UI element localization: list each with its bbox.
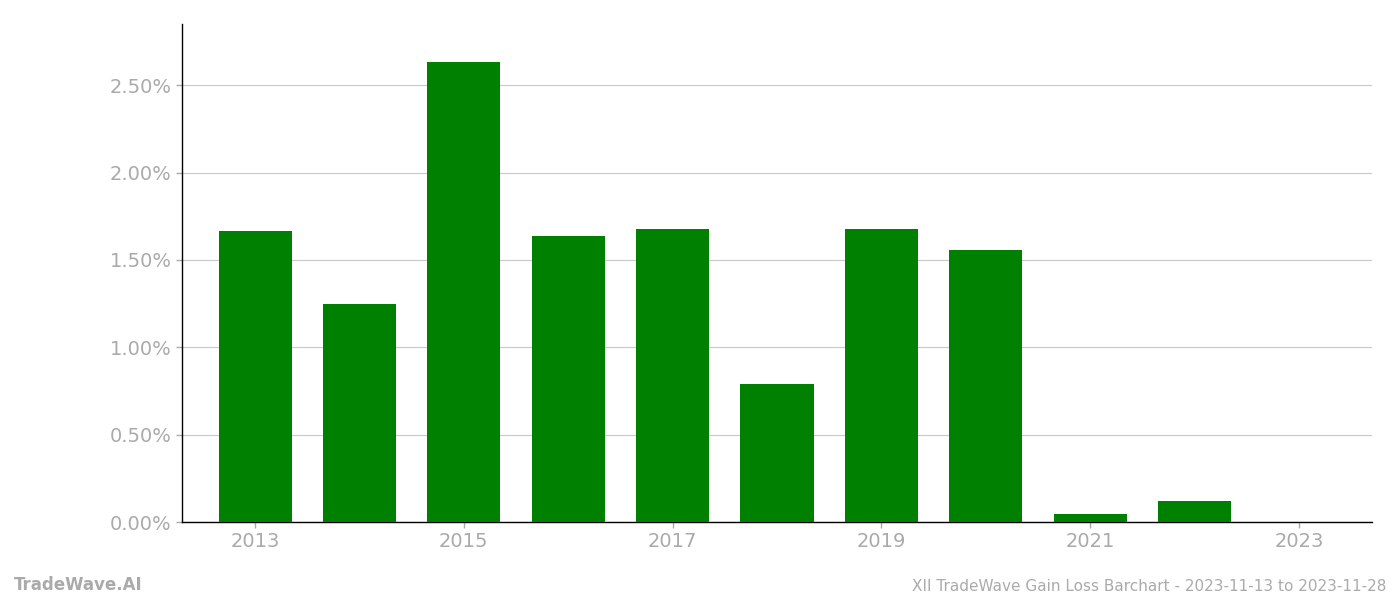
Text: XII TradeWave Gain Loss Barchart - 2023-11-13 to 2023-11-28: XII TradeWave Gain Loss Barchart - 2023-… <box>911 579 1386 594</box>
Bar <box>636 229 710 522</box>
Bar <box>741 385 813 522</box>
Text: TradeWave.AI: TradeWave.AI <box>14 576 143 594</box>
Bar <box>532 236 605 522</box>
Bar <box>427 62 500 522</box>
Bar <box>1158 502 1231 522</box>
Bar <box>218 230 291 522</box>
Bar <box>1054 514 1127 522</box>
Bar <box>949 250 1022 522</box>
Bar <box>844 229 918 522</box>
Bar <box>323 304 396 522</box>
